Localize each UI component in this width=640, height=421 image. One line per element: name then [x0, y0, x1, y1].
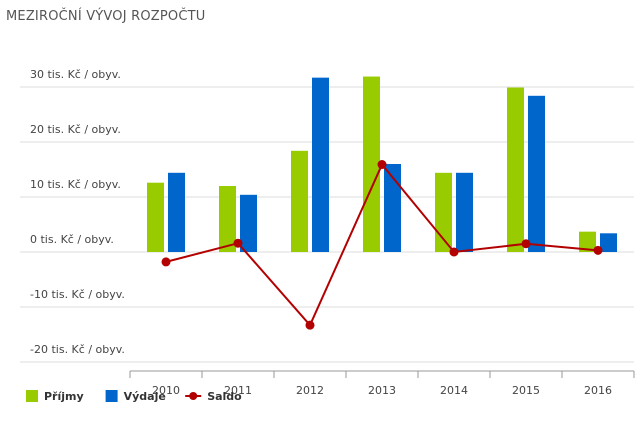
bar-vydaje-2010[interactable]: [168, 172, 185, 252]
legend-item-prijmy[interactable]: Příjmy: [26, 390, 84, 403]
bar-vydaje-2014[interactable]: [456, 172, 473, 252]
saldo-point-2015[interactable]: [521, 239, 531, 249]
y-tick-label: -20 tis. Kč / obyv.: [30, 343, 125, 356]
saldo-point-2016[interactable]: [593, 245, 603, 255]
x-tick-label: 2013: [368, 384, 396, 397]
bar-prijmy-2013[interactable]: [363, 76, 380, 252]
bar-prijmy-2012[interactable]: [291, 150, 308, 252]
x-tick-label: 2011: [224, 384, 252, 397]
bar-prijmy-2016[interactable]: [579, 231, 596, 252]
bar-prijmy-2014[interactable]: [435, 172, 452, 252]
y-tick-label: -10 tis. Kč / obyv.: [30, 288, 125, 301]
legend-item-vydaje[interactable]: Výdaje: [105, 390, 166, 403]
bar-vydaje-2015[interactable]: [528, 95, 545, 252]
bar-vydaje-2013[interactable]: [384, 164, 401, 252]
legend-swatch: [105, 390, 118, 402]
x-tick-label: 2010: [152, 384, 180, 397]
saldo-point-2013[interactable]: [377, 160, 387, 170]
y-tick-label: 10 tis. Kč / obyv.: [30, 178, 121, 191]
bar-prijmy-2011[interactable]: [219, 186, 236, 252]
legend-item-saldo[interactable]: Saldo: [185, 390, 242, 403]
x-tick-label: 2016: [584, 384, 612, 397]
bar-prijmy-2010[interactable]: [147, 182, 164, 252]
y-tick-label: 20 tis. Kč / obyv.: [30, 123, 121, 136]
bar-vydaje-2011[interactable]: [240, 194, 257, 252]
saldo-point-2012[interactable]: [305, 320, 315, 330]
saldo-point-2010[interactable]: [161, 257, 171, 267]
y-tick-label: 0 tis. Kč / obyv.: [30, 233, 114, 246]
bar-vydaje-2016[interactable]: [600, 233, 617, 252]
legend-swatch: [26, 390, 38, 402]
x-tick-label: 2015: [512, 384, 540, 397]
legend-label: Saldo: [207, 390, 242, 403]
y-tick-label: 30 tis. Kč / obyv.: [30, 68, 121, 81]
chart-title: MEZIROČNÍ VÝVOJ ROZPOČTU: [6, 9, 206, 24]
bar-vydaje-2012[interactable]: [312, 77, 329, 253]
bar-prijmy-2015[interactable]: [507, 87, 524, 252]
saldo-point-2011[interactable]: [233, 238, 243, 248]
saldo-point-2014[interactable]: [449, 247, 459, 257]
x-tick-label: 2012: [296, 384, 324, 397]
x-tick-label: 2014: [440, 384, 468, 397]
legend-label: Příjmy: [44, 390, 84, 403]
legend-swatch-marker: [189, 392, 198, 400]
legend-label: Výdaje: [124, 390, 166, 403]
